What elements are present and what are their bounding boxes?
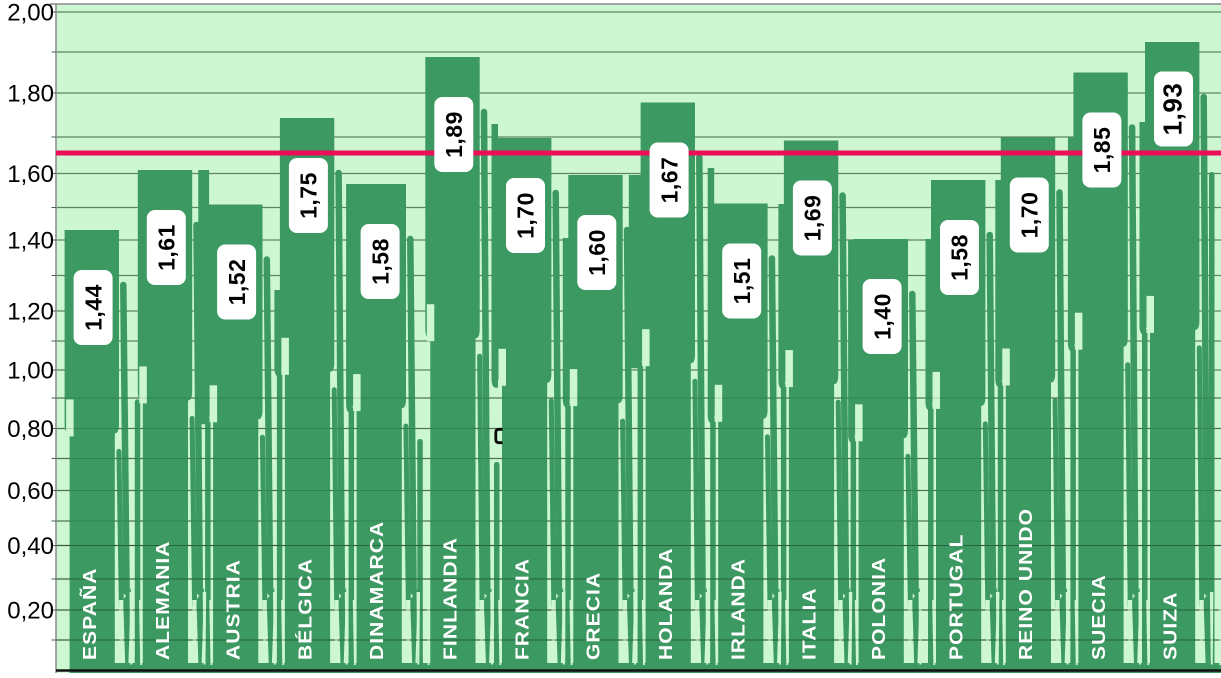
svg-text:1,60: 1,60 <box>584 229 610 276</box>
svg-text:1,70: 1,70 <box>1017 192 1043 239</box>
svg-text:1,00: 1,00 <box>7 358 54 385</box>
svg-text:1,40: 1,40 <box>869 293 895 340</box>
svg-text:ALEMANIA: ALEMANIA <box>153 540 174 660</box>
svg-text:BÉLGICA: BÉLGICA <box>294 558 315 660</box>
svg-text:HOLANDA: HOLANDA <box>656 547 677 660</box>
svg-text:AUSTRIA: AUSTRIA <box>224 559 245 660</box>
svg-text:0,40: 0,40 <box>7 533 54 560</box>
svg-text:SUIZA: SUIZA <box>1161 592 1182 660</box>
svg-text:1,58: 1,58 <box>367 238 393 285</box>
svg-text:DINAMARCA: DINAMARCA <box>367 521 388 660</box>
svg-text:1,40: 1,40 <box>7 228 54 255</box>
svg-text:FINLANDIA: FINLANDIA <box>441 537 462 660</box>
svg-text:1,80: 1,80 <box>7 81 54 108</box>
svg-text:0,80: 0,80 <box>7 416 54 443</box>
svg-text:1,69: 1,69 <box>800 195 826 242</box>
svg-text:2,00: 2,00 <box>7 0 54 27</box>
svg-text:ITALIA: ITALIA <box>799 587 820 660</box>
svg-text:1,93: 1,93 <box>1158 83 1188 136</box>
svg-text:1,52: 1,52 <box>224 259 250 306</box>
svg-text:1,61: 1,61 <box>154 224 180 271</box>
svg-text:1,60: 1,60 <box>7 161 54 188</box>
svg-text:1,20: 1,20 <box>7 299 54 326</box>
svg-text:REINO UNIDO: REINO UNIDO <box>1016 508 1037 660</box>
svg-text:1,58: 1,58 <box>947 234 973 281</box>
svg-text:0,20: 0,20 <box>7 598 54 625</box>
svg-text:PORTUGAL: PORTUGAL <box>947 533 968 660</box>
svg-text:1,51: 1,51 <box>729 258 755 305</box>
svg-text:1,44: 1,44 <box>80 284 106 331</box>
svg-text:1,75: 1,75 <box>296 172 322 219</box>
svg-text:1,85: 1,85 <box>1089 127 1115 174</box>
svg-text:ESPAÑA: ESPAÑA <box>79 568 100 660</box>
svg-text:IRLANDA: IRLANDA <box>729 558 750 660</box>
svg-text:SUECIA: SUECIA <box>1089 574 1110 660</box>
svg-text:1,70: 1,70 <box>513 192 539 239</box>
svg-text:0,60: 0,60 <box>7 478 54 505</box>
svg-text:FRANCIA: FRANCIA <box>513 558 534 660</box>
svg-text:1,67: 1,67 <box>656 157 682 204</box>
svg-text:POLONIA: POLONIA <box>869 557 890 660</box>
svg-text:GRECIA: GRECIA <box>584 572 605 660</box>
svg-text:1,89: 1,89 <box>441 111 467 158</box>
